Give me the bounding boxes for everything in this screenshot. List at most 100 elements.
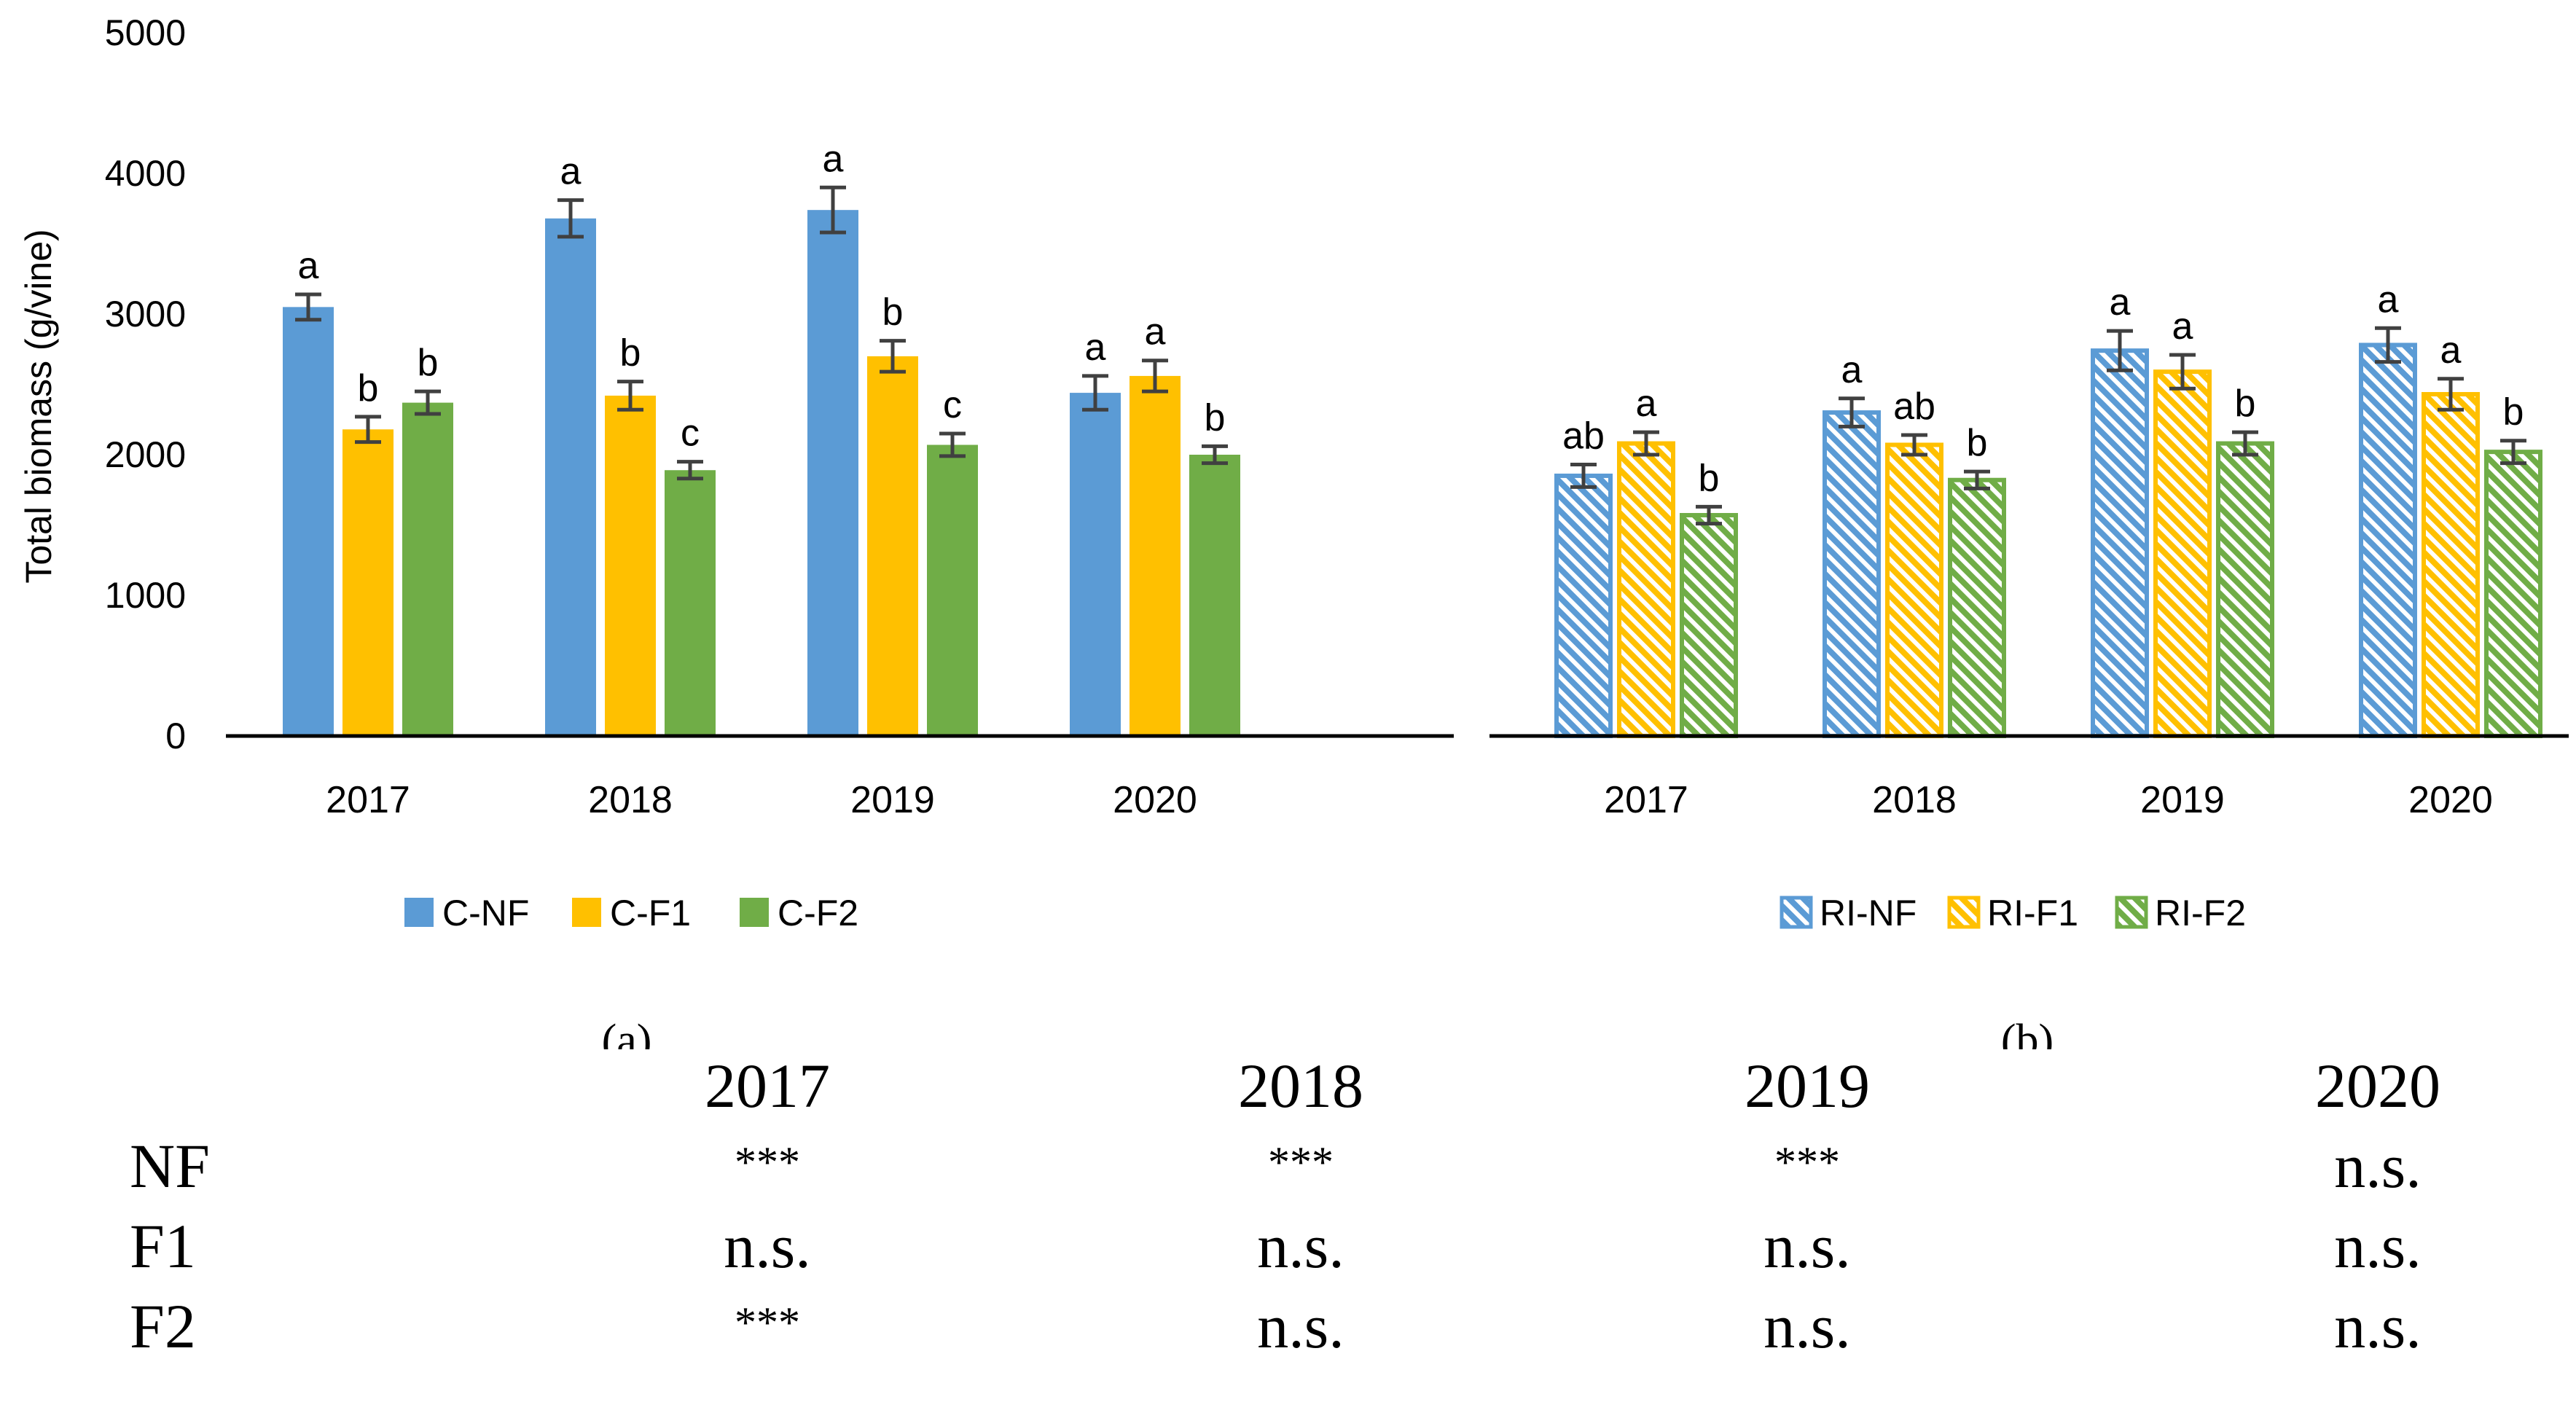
significance-letter: b [2235,383,2256,425]
bar-C-F1-2020 [1130,375,1181,736]
y-tick-label: 3000 [105,294,186,334]
y-tick-label: 0 [165,716,186,756]
y-tick-label: 4000 [105,153,186,194]
legend-swatch-C-F2 [740,898,769,927]
significance-letter: b [620,332,641,375]
panel-label-b: (b) [2001,1016,2054,1049]
table-cell: n.s. [1257,1291,1344,1361]
significance-letter: a [2172,305,2193,348]
bar-RI-NF-2018 [1823,410,1881,738]
significance-letter: b [358,367,379,410]
significance-letter: b [882,291,904,334]
legend-swatch-RI-F2 [2115,896,2148,929]
x-tick-label: 2017 [1604,779,1688,821]
bar-RI-F1-2018 [1885,442,1943,738]
significance-letter: a [2378,278,2399,321]
biomass-bar-charts: 0 1000 2000 3000 4000 5000 Total biomass (g/vi… [18,12,2569,1049]
legend-label-C-F2: C-F2 [778,893,858,933]
table-header-2017: 2017 [705,1051,830,1121]
significance-letter: a [823,138,844,180]
legend-swatch-RI-F1 [1947,896,1981,929]
bar-RI-NF-2019 [2091,348,2149,738]
bar-RI-F2-2019 [2216,441,2274,738]
significance-table: 2017 2018 2019 2020 NF *** *** *** n.s. … [0,1049,2576,1402]
x-tick-label: 2020 [1113,779,1197,821]
bar-C-F1-2018 [605,395,656,736]
bar-RI-F2-2018 [1948,477,2006,738]
y-tick-label: 5000 [105,12,186,53]
bar-C-F2-2020 [1189,455,1240,736]
bar-RI-NF-2020 [2359,342,2417,738]
bar-RI-F2-2020 [2484,450,2542,738]
bar-RI-NF-2017 [1554,473,1613,738]
bar-C-F1-2017 [342,429,394,736]
significance-letter: a [298,245,319,287]
significance-letter: a [2440,329,2462,372]
table-cell: *** [1774,1138,1840,1186]
significance-letter: b [1699,457,1720,499]
panel-label-a: (a) [602,1016,652,1049]
legend-swatch-C-F1 [572,898,601,927]
x-tick-label: 2019 [850,779,935,821]
table-cell: n.s. [2334,1211,2422,1281]
table-cell: n.s. [724,1211,811,1281]
bar-C-NF-2018 [545,218,596,736]
significance-letter: a [2110,281,2131,324]
significance-letter: b [1205,396,1226,439]
significance-letter: a [560,151,582,193]
y-tick-label: 2000 [105,434,186,475]
significance-letter: c [943,384,962,426]
bar-C-NF-2019 [807,210,858,736]
bar-RI-F2-2017 [1680,512,1738,738]
table-cell: n.s. [2334,1131,2422,1201]
x-tick-label: 2019 [2140,779,2225,821]
significance-letter: a [1085,326,1106,369]
x-tick-label: 2017 [326,779,410,821]
significance-letter: ab [1893,385,1935,428]
significance-letter: b [1967,422,1988,464]
y-axis-label: Total biomass (g/vine) [18,229,59,583]
table-cell: *** [1268,1138,1334,1186]
bar-C-F2-2019 [927,445,978,736]
significance-letter: a [1145,311,1166,353]
significance-letter: a [1841,349,1863,391]
table-header-2020: 2020 [2315,1051,2440,1121]
table-cell: n.s. [2334,1291,2422,1361]
table-cell: n.s. [1763,1211,1851,1281]
table-header-2018: 2018 [1238,1051,1363,1121]
table-cell: *** [735,1138,800,1186]
bar-C-NF-2020 [1070,393,1121,736]
bar-C-F2-2017 [402,402,453,736]
legend-swatch-C-NF [404,898,434,927]
legend-label-RI-NF: RI-NF [1820,893,1917,933]
legend-label-C-NF: C-NF [442,893,529,933]
bar-RI-F1-2020 [2422,392,2480,738]
table-cell: n.s. [1763,1291,1851,1361]
table-cell: n.s. [1257,1211,1344,1281]
bar-C-NF-2017 [283,307,334,737]
legend-swatch-RI-NF [1780,896,1813,929]
significance-letter: c [681,412,700,455]
table-cell: *** [735,1299,800,1347]
y-tick-label: 1000 [105,575,186,616]
table-header-2019: 2019 [1745,1051,1870,1121]
bar-C-F1-2019 [867,356,918,736]
table-row-label-f1: F1 [130,1211,196,1281]
significance-letter: ab [1562,415,1605,458]
table-row-label-f2: F2 [130,1291,196,1361]
significance-letter: b [2503,391,2524,434]
legend-label-C-F1: C-F1 [610,893,691,933]
significance-letter: b [418,342,439,384]
bar-RI-F1-2017 [1617,441,1675,738]
bar-C-F2-2018 [665,470,716,736]
panel-a-chart: 0 1000 2000 3000 4000 5000 Total biomass (g/vi… [18,12,1454,933]
x-tick-label: 2018 [1872,779,1957,821]
table-row-label-nf: NF [130,1131,210,1201]
x-tick-label: 2018 [588,779,673,821]
x-tick-label: 2020 [2408,779,2493,821]
legend-label-RI-F1: RI-F1 [1987,893,2078,933]
significance-letter: a [1636,383,1657,425]
bar-RI-F1-2019 [2153,369,2212,738]
